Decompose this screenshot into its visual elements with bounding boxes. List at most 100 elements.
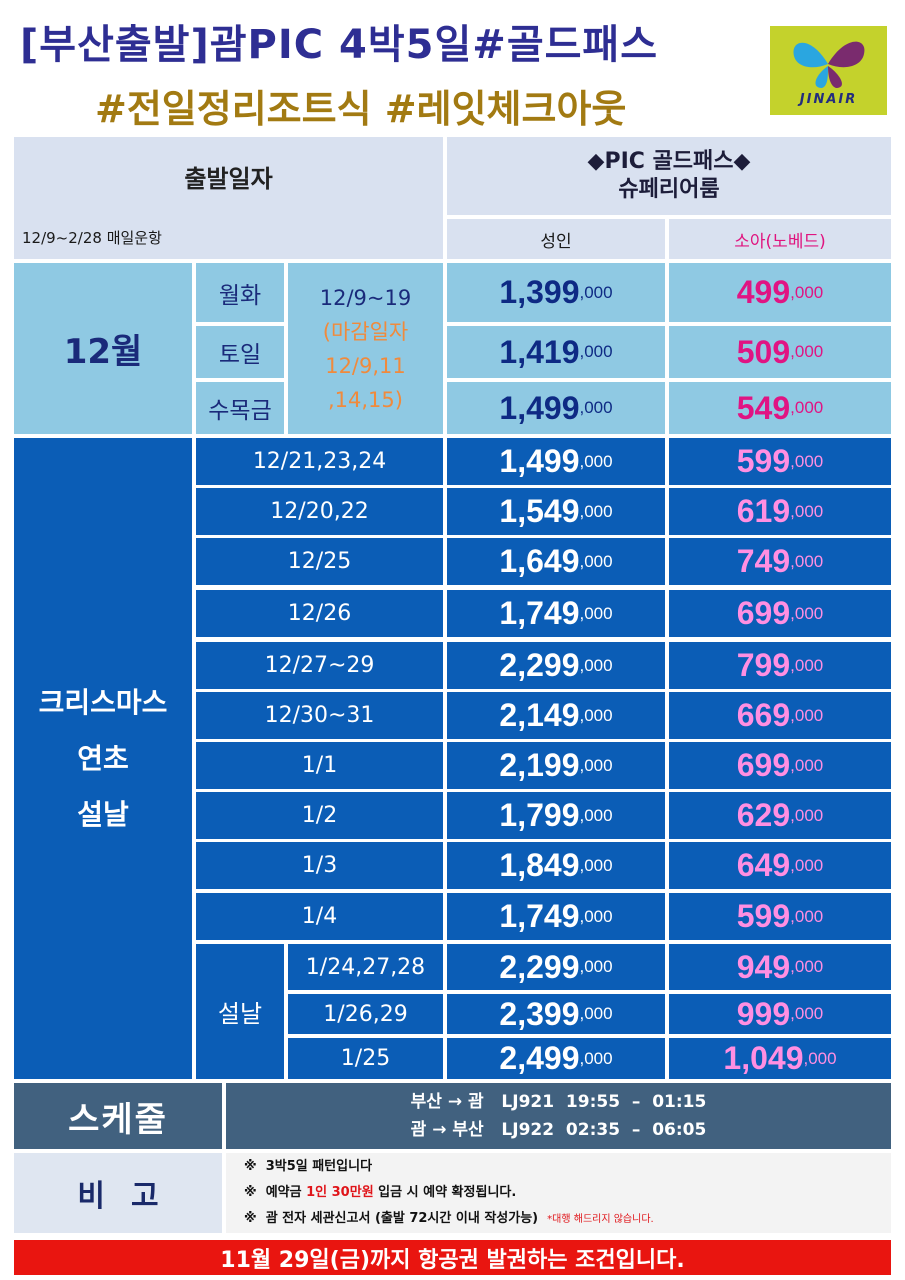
schedule-label: 스케줄	[14, 1083, 222, 1149]
price-main: 2,149	[499, 697, 580, 733]
butterfly-icon	[793, 41, 865, 88]
price-main: 2,399	[499, 995, 580, 1032]
price-suffix: ,000	[790, 501, 824, 521]
dec-period-range: 12/9~19	[319, 285, 412, 310]
holiday-label-newyear: 연초	[77, 741, 129, 775]
price-suffix: ,000	[579, 906, 613, 926]
dec-days-weekend: 토일	[196, 326, 284, 378]
price-main: 1,499	[499, 443, 580, 479]
price-main: 549	[736, 389, 791, 426]
notes-details: ※ 3박5일 패턴입니다 ※ 예약금 1인 30만원 입금 시 예약 확정됩니다…	[226, 1153, 891, 1233]
holiday-row-8-adult-price: 1,799,000	[447, 792, 665, 839]
date-text: 12/21,23,24	[252, 449, 387, 474]
seollal-row-3-adult-price: 2,499,000	[447, 1038, 665, 1079]
price-suffix: ,000	[579, 957, 613, 976]
price-suffix: ,000	[790, 1004, 824, 1023]
price-suffix: ,000	[579, 755, 613, 775]
dec-row-1-child-price: 499,000	[669, 263, 891, 322]
price-suffix: ,000	[790, 603, 824, 623]
price-suffix: ,000	[579, 342, 613, 361]
note-2: ※ 예약금 1인 30만원 입금 시 예약 확정됩니다.	[244, 1180, 891, 1206]
price-suffix: ,000	[790, 957, 824, 976]
date-text: 12/25	[287, 549, 352, 574]
price-suffix: ,000	[790, 705, 824, 725]
price-suffix: ,000	[790, 342, 824, 361]
holiday-row-7-child-price: 699,000	[669, 742, 891, 789]
holiday-row-10-child-price: 599,000	[669, 893, 891, 940]
notes-label: 비고	[14, 1153, 222, 1233]
holiday-row-2-child-price: 619,000	[669, 488, 891, 535]
price-suffix: ,000	[579, 603, 613, 623]
date-text: 1/1	[301, 753, 338, 778]
price-main: 1,549	[499, 493, 580, 529]
date-text: 1/4	[301, 904, 338, 929]
seollal-row-1-adult-price: 2,299,000	[447, 944, 665, 990]
holiday-row-9-child-price: 649,000	[669, 842, 891, 889]
price-main: 2,199	[499, 747, 580, 783]
header-adult-label: 성인	[447, 219, 665, 259]
header-product: ◆PIC 골드패스◆ 슈페리어룸	[447, 137, 891, 215]
page-title: [부산출발]괌PIC 4박5일#골드패스	[20, 22, 659, 68]
price-suffix: ,000	[579, 398, 613, 417]
holiday-row-7-adult-price: 2,199,000	[447, 742, 665, 789]
price-main: 599	[736, 898, 791, 934]
jinair-logo: JINAIR	[770, 26, 887, 115]
price-main: 1,799	[499, 797, 580, 833]
note-1: ※ 3박5일 패턴입니다	[244, 1158, 373, 1174]
price-suffix: ,000	[579, 451, 613, 471]
seollal-row-2-child-price: 999,000	[669, 994, 891, 1034]
date-text: 1/3	[301, 853, 338, 878]
note-3-warning: *대행 해드리지 않습니다.	[547, 1213, 654, 1225]
price-main: 499	[736, 274, 791, 310]
price-suffix: ,000	[790, 451, 824, 471]
date-text: 12/27~29	[264, 653, 375, 678]
holiday-row-3-adult-price: 1,649,000	[447, 538, 665, 585]
price-main: 999	[736, 995, 791, 1032]
holiday-row-6-date: 12/30~31	[196, 692, 443, 739]
dec-row-3-adult-price: 1,499,000	[447, 382, 665, 434]
price-main: 2,299	[499, 647, 580, 683]
holiday-label: 크리스마스 연초 설날	[14, 438, 192, 1079]
holiday-row-1-child-price: 599,000	[669, 438, 891, 485]
seollal-row-1-date: 1/24,27,28	[288, 944, 443, 990]
price-main: 1,649	[499, 543, 580, 579]
note-3: ※ 괌 전자 세관신고서 (출발 72시간 이내 작성가능) *대행 해드리지 …	[244, 1206, 891, 1233]
price-suffix: ,000	[579, 705, 613, 725]
price-suffix: ,000	[790, 398, 824, 417]
date-text: 12/26	[287, 601, 352, 626]
price-suffix: ,000	[579, 805, 613, 825]
schedule-outbound: 부산 → 괌 LJ921 19:55 – 01:15	[410, 1092, 707, 1112]
holiday-row-1-adult-price: 1,499,000	[447, 438, 665, 485]
dec-days-monday-tuesday: 월화	[196, 263, 284, 322]
price-suffix: ,000	[579, 855, 613, 875]
price-main: 2,499	[499, 1040, 580, 1076]
price-suffix: ,000	[579, 501, 613, 521]
dec-closing-dates: ,14,15)	[327, 387, 403, 412]
price-main: 1,749	[499, 595, 580, 631]
price-main: 1,499	[499, 389, 580, 426]
dec-row-2-child-price: 509,000	[669, 326, 891, 378]
holiday-label-christmas: 크리스마스	[38, 685, 168, 719]
dec-row-2-adult-price: 1,419,000	[447, 326, 665, 378]
date-text: 1/25	[340, 1046, 391, 1071]
date-text: 12/20,22	[270, 499, 369, 524]
seollal-row-3-date: 1/25	[288, 1038, 443, 1079]
price-suffix: ,000	[790, 282, 824, 302]
price-main: 509	[736, 333, 791, 370]
holiday-row-2-adult-price: 1,549,000	[447, 488, 665, 535]
product-name: ◆PIC 골드패스◆	[587, 149, 751, 174]
holiday-row-2-date: 12/20,22	[196, 488, 443, 535]
room-type: 슈페리어룸	[618, 177, 720, 202]
schedule-return: 괌 → 부산 LJ922 02:35 – 06:05	[410, 1120, 707, 1140]
holiday-row-10-adult-price: 1,749,000	[447, 893, 665, 940]
price-suffix: ,000	[790, 551, 824, 571]
note-3-text: ※ 괌 전자 세관신고서 (출발 72시간 이내 작성가능)	[244, 1210, 539, 1226]
december-month-label: 12월	[14, 263, 192, 434]
price-main: 1,749	[499, 898, 580, 934]
price-main: 699	[736, 747, 791, 783]
holiday-label-seollal: 설날	[77, 797, 129, 831]
header-period: 12/9~2/28 매일운항	[14, 215, 443, 259]
header-child-label: 소아(노베드)	[669, 219, 891, 259]
bottom-banner: 11월 29일(금)까지 항공권 발권하는 조건입니다.	[14, 1240, 891, 1275]
price-suffix: ,000	[790, 655, 824, 675]
